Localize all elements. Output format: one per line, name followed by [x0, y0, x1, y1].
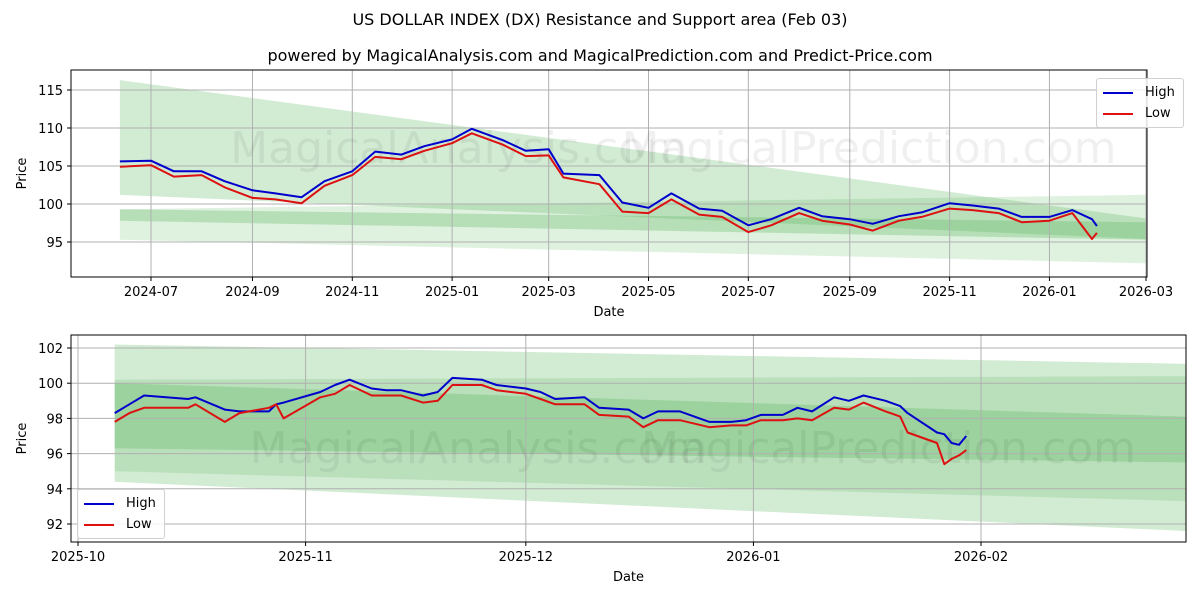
y-tick-label: 102: [38, 342, 63, 357]
band-support-inner: [119, 209, 1146, 240]
plot-area-full: 2024-07 2024-09 2024-11 2025-01 2025-03 2025-…: [15, 69, 1173, 320]
axes-frame: [70, 334, 1187, 543]
x-tick-label: 2025-03: [522, 285, 576, 300]
legend-item-low: Low: [1103, 103, 1175, 124]
legend-label-high: High: [126, 496, 156, 511]
watermark: MagicalPrediction.com: [641, 423, 1136, 474]
x-tick-label: 2026-01: [1022, 285, 1076, 300]
legend-bottom: High Low: [77, 489, 165, 539]
band-support-outer: [119, 194, 1146, 264]
watermark: MagicalAnalysis.com: [250, 423, 708, 474]
x-tick-label: 2024-09: [225, 285, 279, 300]
y-tick-label: 95: [46, 236, 63, 251]
series-low: [114, 384, 967, 466]
band-resistance-outer: [119, 80, 1146, 239]
legend-top: High Low: [1096, 78, 1184, 128]
x-axis-label: Date: [613, 570, 644, 585]
plot-area-zoomed: 2025-10 2025-11 2025-12 2026-01 2026-02 92 94 9…: [15, 334, 1187, 585]
y-tick-label: 100: [38, 377, 63, 392]
x-tick-label: 2025-05: [621, 285, 675, 300]
low-line-icon: [1103, 112, 1133, 115]
legend-item-low: Low: [84, 514, 156, 535]
y-tick-label: 110: [38, 122, 63, 137]
x-tick-label: 2025-07: [721, 285, 775, 300]
x-tick-label: 2025-11: [922, 285, 976, 300]
x-tick-label: 2025-11: [278, 550, 332, 565]
x-tick-label: 2025-01: [425, 285, 479, 300]
band-mid: [114, 376, 1186, 502]
series-high: [119, 127, 1098, 227]
legend-item-high: High: [84, 493, 156, 514]
low-line-icon: [84, 523, 114, 526]
y-tick-label: 92: [46, 518, 63, 533]
y-tick-label: 115: [38, 84, 63, 99]
watermark: MagicalPrediction.com: [622, 123, 1117, 174]
y-tick-label: 100: [38, 198, 63, 213]
y-tick-label: 96: [46, 448, 63, 463]
legend-label-low: Low: [1145, 106, 1171, 121]
high-line-icon: [1103, 91, 1133, 94]
y-tick-label: 98: [46, 412, 63, 427]
x-tick-label: 2024-07: [124, 285, 178, 300]
legend-label-low: Low: [126, 517, 152, 532]
chart-title: US DOLLAR INDEX (DX) Resistance and Supp…: [352, 10, 848, 29]
x-tick-label: 2026-03: [1119, 285, 1173, 300]
y-tick-label: 105: [38, 160, 63, 175]
x-tick-label: 2024-11: [325, 285, 379, 300]
x-tick-label: 2025-12: [499, 550, 553, 565]
high-line-icon: [84, 502, 114, 505]
x-tick-label: 2025-10: [51, 550, 105, 565]
y-axis-label: Price: [15, 423, 30, 455]
x-axis-label: Date: [593, 305, 624, 320]
x-tick-label: 2025-09: [823, 285, 877, 300]
axes-frame: [70, 69, 1148, 278]
watermark: MagicalAnalysis.com: [230, 123, 688, 174]
x-tick-label: 2026-01: [726, 550, 780, 565]
legend-label-high: High: [1145, 85, 1175, 100]
legend-item-high: High: [1103, 82, 1175, 103]
series-low: [119, 132, 1098, 240]
chart-subtitle: powered by MagicalAnalysis.com and Magic…: [267, 46, 933, 65]
x-tick-label: 2026-02: [954, 550, 1008, 565]
band-outer-upper: [114, 344, 1186, 532]
y-axis-label: Price: [15, 158, 30, 190]
y-tick-label: 94: [46, 483, 63, 498]
